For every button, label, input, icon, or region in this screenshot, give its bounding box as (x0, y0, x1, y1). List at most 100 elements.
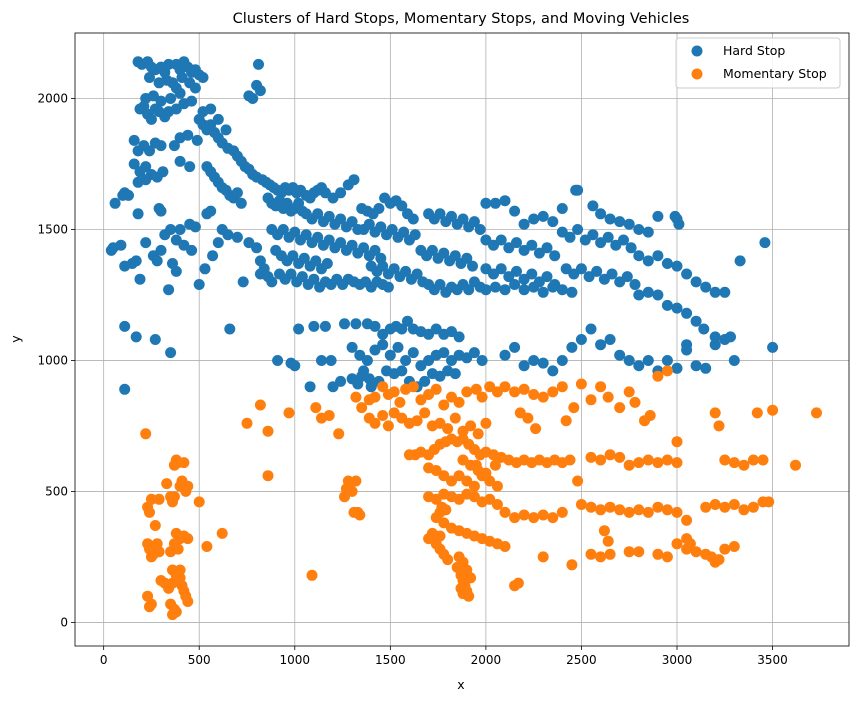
data-point (623, 459, 635, 471)
data-point (243, 90, 255, 102)
data-point (149, 334, 161, 345)
data-point (556, 381, 568, 393)
data-point (440, 504, 452, 516)
data-point (453, 331, 465, 343)
data-point (591, 265, 603, 277)
data-point (205, 103, 217, 115)
data-point (713, 420, 725, 432)
data-point (595, 381, 607, 393)
data-point (728, 457, 740, 469)
data-point (480, 197, 492, 209)
data-point (254, 85, 266, 97)
data-point (132, 208, 144, 220)
data-point (386, 224, 398, 235)
data-point (419, 407, 431, 419)
data-point (151, 255, 163, 267)
data-point (145, 493, 157, 505)
data-point (463, 284, 475, 296)
data-point (470, 383, 482, 395)
data-point (254, 268, 266, 280)
data-point (262, 425, 274, 437)
data-point (178, 457, 190, 469)
data-point (184, 161, 196, 173)
data-point (480, 284, 492, 296)
data-point (556, 506, 568, 518)
data-point (671, 362, 683, 374)
data-point (642, 226, 654, 238)
data-point (528, 512, 540, 524)
data-point (604, 449, 616, 461)
data-point (572, 184, 584, 196)
data-point (575, 378, 587, 390)
y-tick-label: 500 (45, 484, 68, 498)
data-point (163, 58, 175, 70)
data-point (595, 339, 607, 351)
data-point (633, 289, 645, 301)
data-point (528, 281, 540, 293)
data-point (335, 213, 347, 225)
data-point (566, 341, 578, 353)
data-point (147, 548, 159, 560)
data-point (747, 501, 759, 513)
data-point (170, 265, 182, 277)
data-point (407, 347, 419, 359)
data-point (119, 383, 131, 395)
data-point (604, 501, 616, 513)
data-point (442, 423, 454, 435)
data-point (738, 459, 750, 471)
data-point (690, 276, 702, 288)
data-point (690, 360, 702, 372)
data-point (323, 234, 335, 246)
data-point (180, 485, 192, 497)
data-point (509, 279, 521, 290)
data-point (312, 208, 324, 220)
data-point (614, 451, 626, 463)
data-point (155, 140, 167, 152)
data-point (356, 402, 368, 414)
data-point (159, 229, 171, 241)
data-point (629, 279, 641, 290)
data-point (572, 224, 584, 235)
data-point (767, 341, 779, 353)
data-point (165, 347, 177, 359)
data-point (547, 365, 559, 377)
data-point (518, 244, 530, 256)
data-point (499, 349, 511, 361)
data-point (518, 284, 530, 296)
data-point (346, 239, 358, 251)
data-point (495, 263, 507, 275)
data-point (468, 347, 480, 359)
data-point (671, 436, 683, 448)
x-tick-label: 1500 (375, 653, 406, 667)
data-point (465, 420, 477, 432)
legend-label-momentary-stop: Momentary Stop (723, 66, 827, 81)
data-point (642, 286, 654, 298)
data-point (130, 331, 142, 343)
data-point (610, 239, 622, 251)
data-point (547, 386, 559, 398)
data-point (178, 239, 190, 251)
data-point (212, 113, 224, 125)
legend: Hard Stop Momentary Stop (675, 37, 841, 89)
data-point (614, 216, 626, 228)
data-point (400, 355, 412, 366)
data-point (719, 501, 731, 513)
x-tick-label: 3500 (757, 653, 788, 667)
data-point (321, 258, 333, 269)
data-point (163, 284, 175, 296)
data-point (144, 145, 155, 157)
data-point (144, 72, 155, 83)
data-point (438, 470, 450, 482)
data-point (300, 229, 312, 241)
data-point (566, 559, 578, 571)
data-point (434, 370, 446, 382)
data-point (661, 454, 673, 466)
data-point (644, 410, 656, 421)
data-point (681, 344, 693, 356)
data-point (652, 457, 664, 469)
data-point (161, 478, 173, 490)
data-point (222, 229, 234, 241)
data-point (530, 423, 542, 435)
data-point (537, 391, 549, 403)
